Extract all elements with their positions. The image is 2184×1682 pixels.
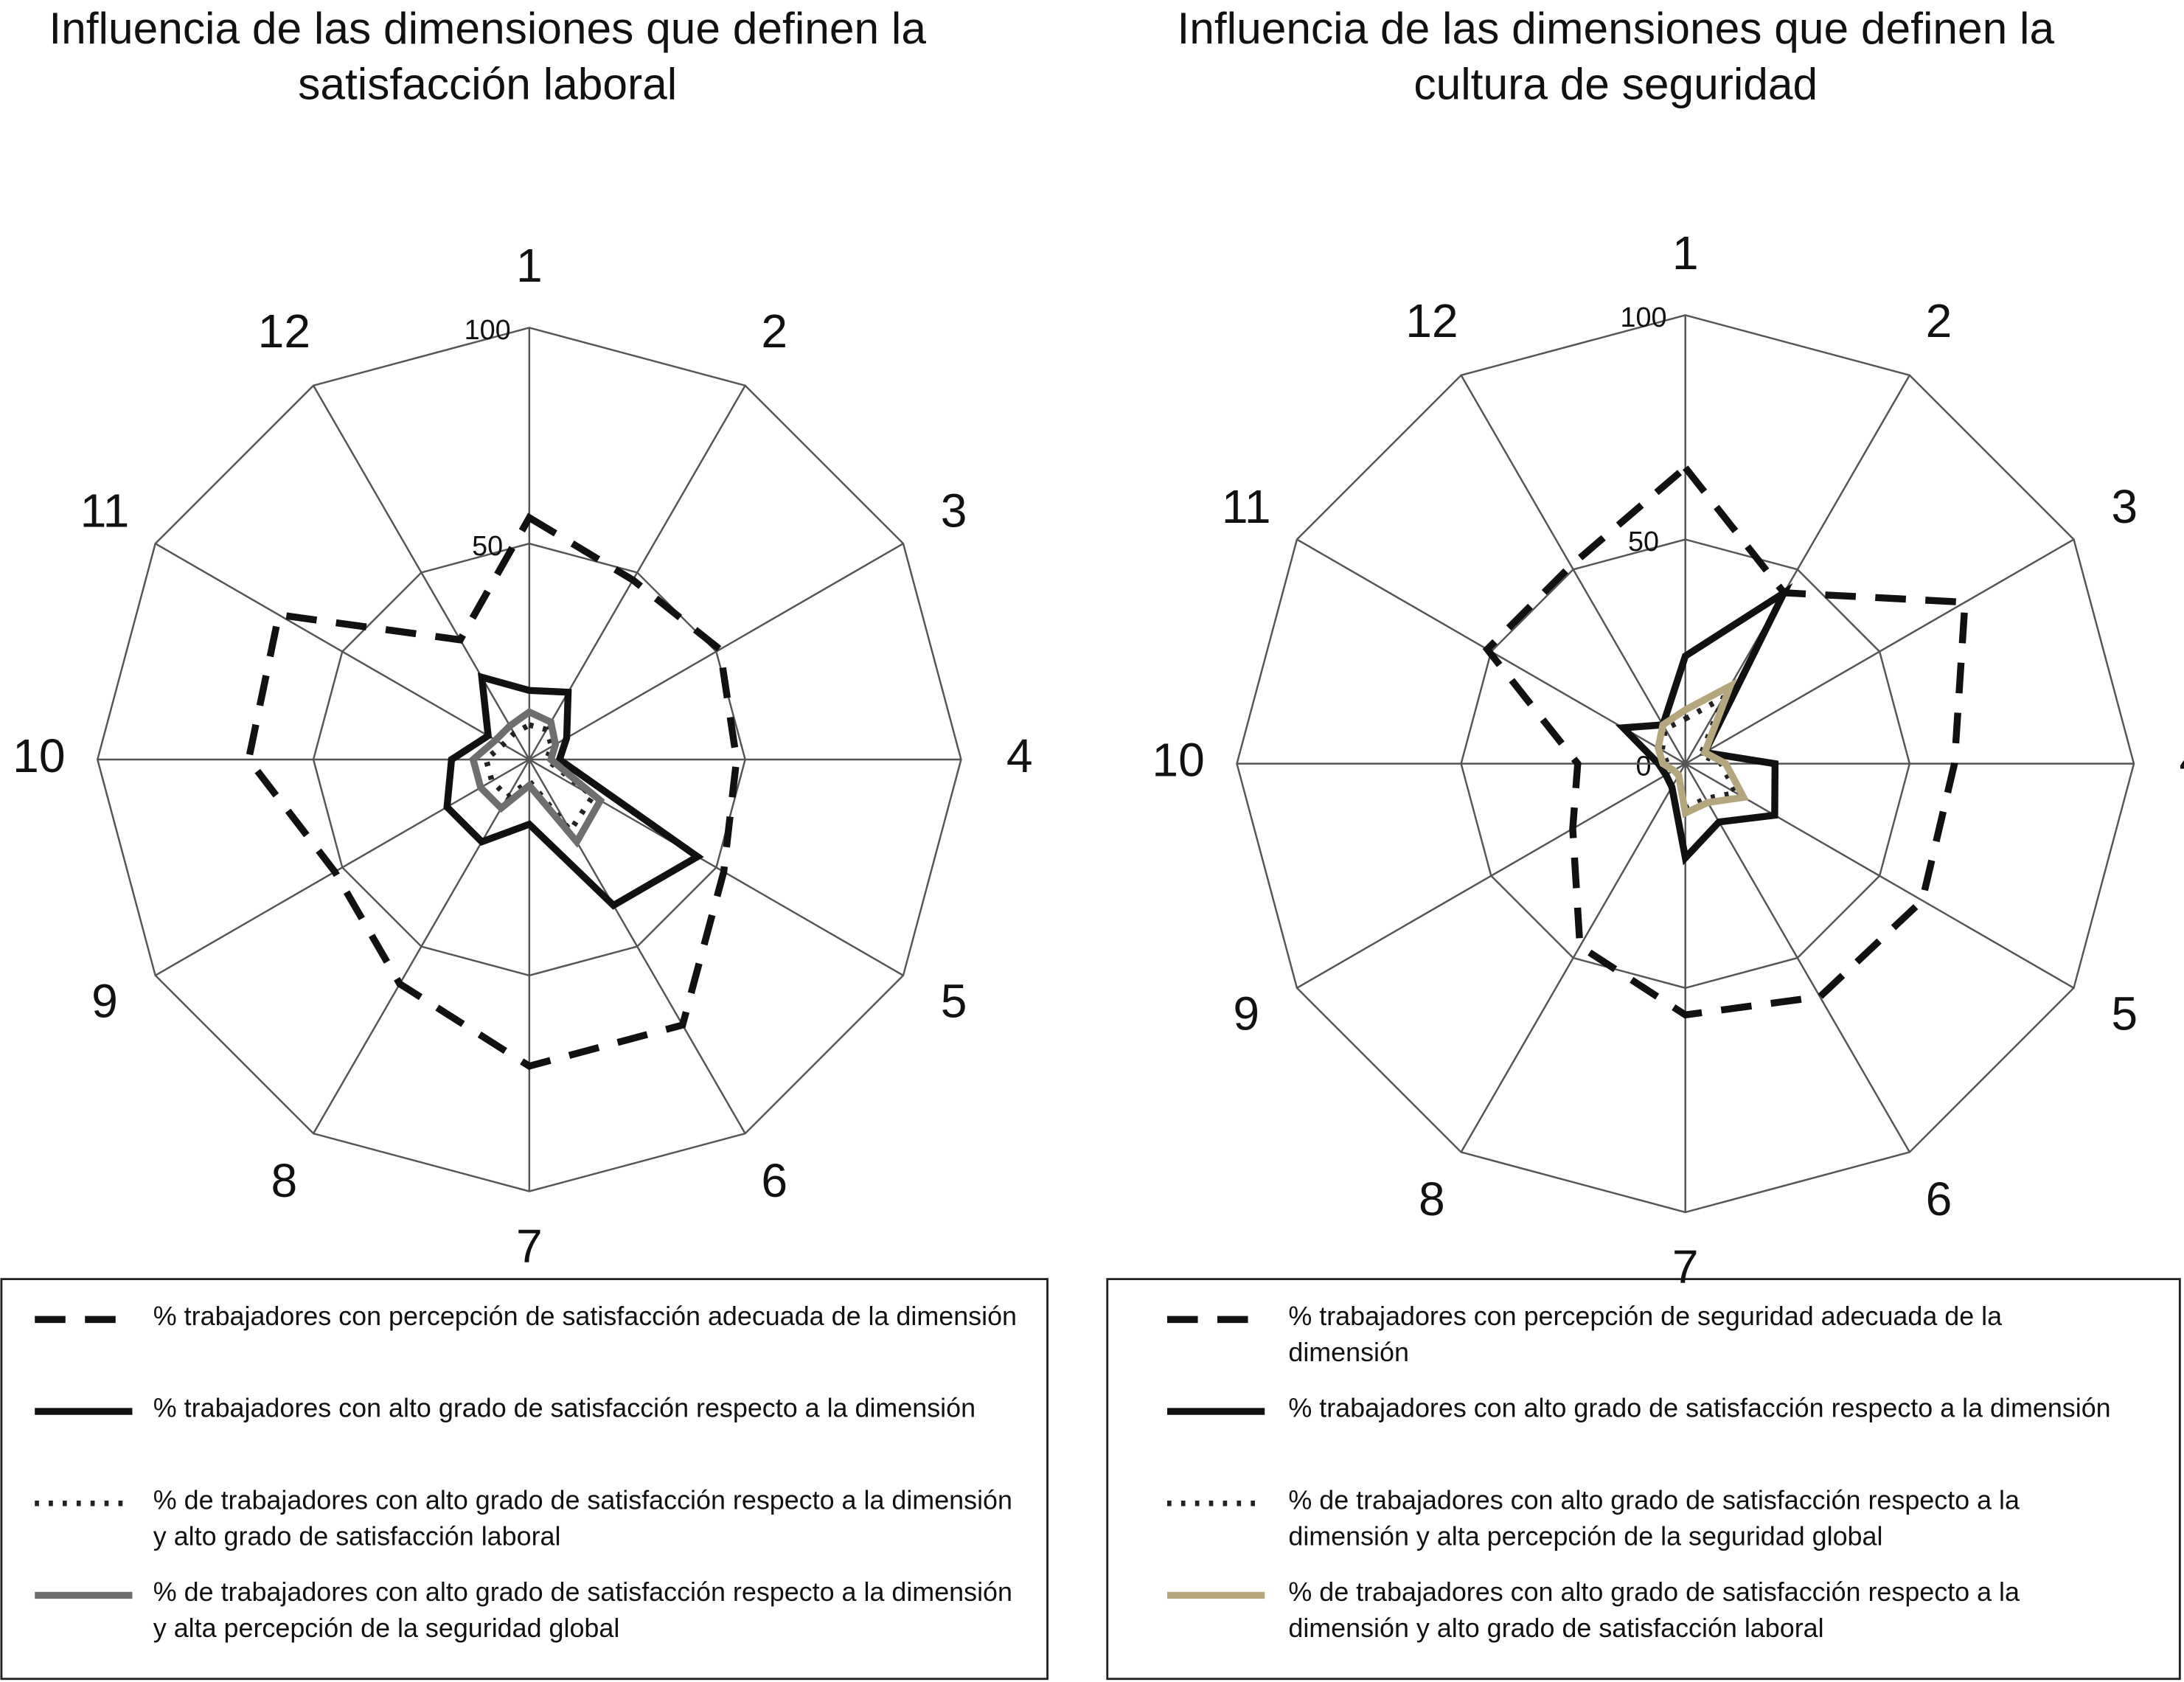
category-label: 4	[2179, 734, 2184, 787]
spoke	[1685, 762, 2075, 989]
spoke	[312, 759, 530, 1134]
series-line	[245, 512, 740, 1070]
spoke	[312, 385, 530, 760]
r-tick-label: 50	[472, 531, 503, 562]
series-line	[443, 673, 704, 910]
series-line	[1482, 462, 1969, 1019]
category-label: 12	[1405, 294, 1458, 347]
category-label: 10	[1152, 734, 1204, 787]
category-label: 3	[941, 484, 967, 537]
category-label: 12	[258, 305, 310, 358]
category-label: 11	[1222, 480, 1271, 533]
category-label: 5	[941, 974, 967, 1027]
category-label: 8	[271, 1154, 298, 1207]
legend-label: % de trabajadores con alto grado de sati…	[153, 1578, 1013, 1644]
legend-label-box: % de trabajadores con alto grado de sati…	[1288, 1487, 2020, 1552]
legend-label: % de trabajadores con alto grado de sati…	[153, 1487, 1013, 1552]
chart-title-box: Influencia de las dimensiones que define…	[1177, 3, 2055, 109]
legend-label-box: % trabajadores con percepción de segurid…	[1288, 1302, 2003, 1369]
spoke	[155, 758, 530, 976]
spoke	[1460, 763, 1686, 1153]
spoke	[155, 543, 530, 761]
chart-title-box: Influencia de las dimensiones que define…	[49, 3, 926, 109]
category-label: 4	[1006, 729, 1033, 782]
category-label: 5	[2111, 987, 2138, 1040]
legend-label: % de trabajadores con alto grado de sati…	[1288, 1578, 2020, 1644]
legend-label: % trabajadores con alto grado de satisfa…	[153, 1394, 976, 1425]
category-label: 9	[1233, 987, 1259, 1040]
spoke	[1296, 762, 1686, 989]
legend-label-box: % trabajadores con percepción de satisfa…	[153, 1302, 1017, 1332]
legend-label: % trabajadores con alto grado de satisfa…	[1288, 1394, 2111, 1425]
category-label: 3	[2111, 480, 2138, 533]
category-label: 2	[1926, 294, 1952, 347]
legend-box	[1106, 1278, 2181, 1681]
spoke	[528, 385, 746, 760]
legend-label: % de trabajadores con alto grado de sati…	[1288, 1487, 2020, 1552]
spoke	[1684, 763, 1910, 1153]
category-label: 2	[761, 305, 787, 358]
chart-title: Influencia de las dimensiones que define…	[49, 3, 926, 109]
category-label: 6	[1926, 1172, 1952, 1226]
category-label: 1	[1672, 226, 1699, 279]
series-line	[1654, 678, 1750, 819]
category-label: 1	[516, 239, 543, 292]
legend-label: % trabajadores con percepción de segurid…	[1288, 1302, 2003, 1369]
r-tick-label: 100	[1621, 302, 1667, 333]
legend-label-box: % de trabajadores con alto grado de sati…	[153, 1578, 1013, 1644]
spoke	[529, 543, 904, 761]
spoke	[1684, 375, 1910, 765]
legend-label-box: % de trabajadores con alto grado de sati…	[153, 1487, 1013, 1552]
legend-label-box: % de trabajadores con alto grado de sati…	[1288, 1578, 2020, 1644]
spoke	[528, 759, 746, 1134]
legend-label: % trabajadores con percepción de satisfa…	[153, 1302, 1017, 1332]
category-label: 9	[91, 974, 118, 1027]
chart-title: Influencia de las dimensiones que define…	[1177, 3, 2055, 109]
category-label: 7	[516, 1220, 543, 1273]
category-label: 11	[80, 484, 130, 537]
series-line	[469, 708, 605, 848]
spoke	[1685, 538, 2075, 765]
r-tick-label: 50	[1628, 527, 1659, 557]
legend-label-box: % trabajadores con alto grado de satisfa…	[153, 1394, 976, 1425]
category-label: 6	[761, 1154, 787, 1207]
series-line	[483, 722, 597, 835]
r-tick-label: 0	[1636, 751, 1652, 782]
legend-label-box: % trabajadores con alto grado de satisfa…	[1288, 1394, 2111, 1425]
r-tick-label: 100	[465, 315, 511, 346]
category-label: 8	[1419, 1172, 1445, 1226]
series-line	[1615, 583, 1793, 866]
legend-box	[0, 1278, 1048, 1681]
category-label: 10	[13, 729, 65, 782]
spoke	[1460, 375, 1686, 765]
category-label: 7	[1672, 1240, 1699, 1293]
